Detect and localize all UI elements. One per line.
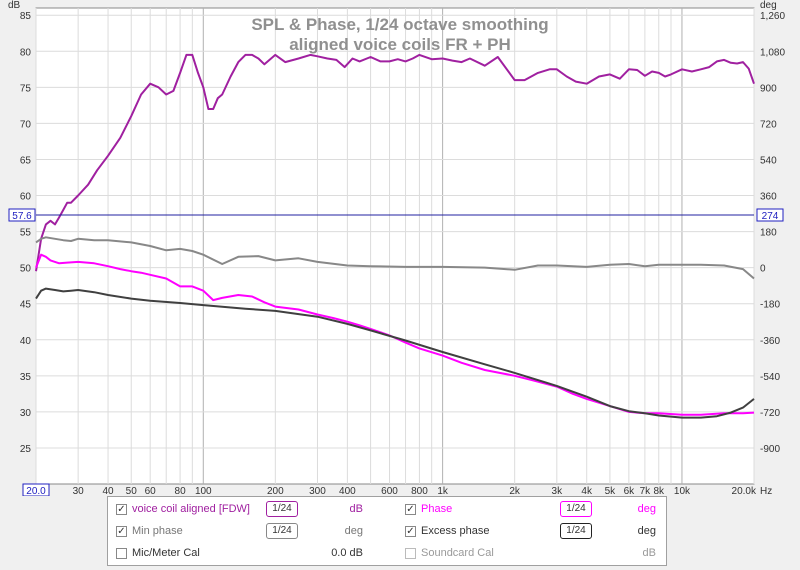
unit-excess-phase: deg [637, 525, 656, 537]
unit-voice-coil: dB [349, 503, 363, 515]
x-tick-label: 40 [102, 486, 114, 496]
series-min-phase [35, 236, 755, 280]
left-tick-label: 45 [20, 300, 32, 311]
right-axis-ticks: 1,260 1,080 900 720 540 360 180 0 -180 -360 -540 -7… [760, 11, 785, 455]
x-tick-label: 100 [195, 486, 212, 496]
left-tick-label: 25 [20, 444, 32, 455]
right-tick-label: -900 [760, 444, 780, 455]
left-tick-label: 40 [20, 336, 32, 347]
right-tick-label: 1,260 [760, 11, 785, 22]
left-tick-label: 35 [20, 372, 32, 383]
x-tick-label: 7k [640, 486, 652, 496]
x-tick-label: 3k [552, 486, 564, 496]
x-tick-label: 20.0 [26, 486, 46, 496]
cursor-deg-box [756, 208, 784, 222]
x-tick-label: 50 [126, 486, 138, 496]
checkbox-phase[interactable]: ✓ [405, 504, 416, 515]
legend-min-phase-label[interactable]: Min phase [132, 525, 183, 537]
legend-soundcard-cal-label[interactable]: Soundcard Cal [421, 547, 494, 559]
legend-row-1: ✓ voice coil aligned [FDW] 1/24 dB ✓ Pha… [108, 499, 666, 521]
chart-title: SPL & Phase, 1/24 octave smoothing [251, 15, 548, 34]
left-axis-unit: dB [8, 0, 21, 11]
spl-phase-chart: 85 80 75 70 65 60 55 50 45 40 35 30 25 1,260 1,080 900… [8, 0, 785, 496]
left-tick-label: 60 [20, 192, 32, 203]
x-tick-label: 20.0k [732, 486, 757, 496]
x-tick-label: 6k [624, 486, 636, 496]
smoothing-min-phase[interactable]: 1/24 [266, 523, 298, 539]
x-tick-label: 30 [73, 486, 85, 496]
left-axis-ticks: 85 80 75 70 65 60 55 50 45 40 35 30 25 [20, 11, 32, 455]
right-tick-label: -540 [760, 372, 780, 383]
checkbox-mic-cal[interactable] [116, 548, 127, 559]
legend-row-2: ✓ Min phase 1/24 deg ✓ Excess phase 1/24… [108, 521, 666, 543]
x-axis-unit: Hz [760, 486, 772, 496]
checkbox-voice-coil[interactable]: ✓ [116, 504, 127, 515]
x-tick-label: 60 [145, 486, 157, 496]
smoothing-phase[interactable]: 1/24 [560, 501, 592, 517]
right-tick-label: 540 [760, 155, 777, 166]
x-tick-label: 200 [267, 486, 284, 496]
series-excess-phase [35, 287, 755, 419]
series-voice-coil-aligned-fdw [35, 53, 755, 272]
legend-mic-cal-label[interactable]: Mic/Meter Cal [132, 547, 200, 559]
right-tick-label: -720 [760, 408, 780, 419]
legend-panel: ✓ voice coil aligned [FDW] 1/24 dB ✓ Pha… [107, 496, 667, 566]
unit-min-phase: deg [344, 525, 363, 537]
checkbox-soundcard-cal[interactable] [405, 548, 416, 559]
x-tick-label: 8k [653, 486, 665, 496]
right-tick-label: 360 [760, 192, 777, 203]
x-tick-label: 80 [175, 486, 187, 496]
x-tick-label: 1k [437, 486, 449, 496]
right-tick-label: 900 [760, 83, 777, 94]
left-tick-label: 85 [20, 11, 32, 22]
right-tick-label: -360 [760, 336, 780, 347]
left-tick-label: 70 [20, 119, 32, 130]
mic-cal-value: 0.0 dB [331, 547, 363, 559]
x-tick-label: 600 [381, 486, 398, 496]
smoothing-voice-coil[interactable]: 1/24 [266, 501, 298, 517]
checkbox-min-phase[interactable]: ✓ [116, 526, 127, 537]
x-tick-label: 400 [339, 486, 356, 496]
x-axis-ticks: 20.0 30 40 50 60 80 100 200 300 400 600 800 1k 2k 3k 4k… [22, 483, 757, 496]
right-tick-label: 1,080 [760, 47, 785, 58]
x-tick-label: 300 [309, 486, 326, 496]
unit-soundcard-cal: dB [642, 547, 656, 559]
left-tick-label: 30 [20, 408, 32, 419]
x-tick-label: 4k [581, 486, 593, 496]
x-tick-label: 10k [674, 486, 691, 496]
unit-phase: deg [637, 503, 656, 515]
right-tick-label: 720 [760, 119, 777, 130]
right-tick-label: 0 [760, 264, 766, 275]
right-axis-unit: deg [760, 0, 777, 11]
cursor-deg-label: 274 [762, 211, 779, 222]
chart-subtitle: aligned voice coils FR + PH [289, 35, 511, 54]
left-tick-label: 50 [20, 264, 32, 275]
legend-excess-phase-label[interactable]: Excess phase [421, 525, 490, 537]
curves [35, 53, 755, 419]
x-tick-label: 800 [411, 486, 428, 496]
left-tick-label: 65 [20, 155, 32, 166]
x-tick-label: 5k [605, 486, 617, 496]
right-tick-label: -180 [760, 300, 780, 311]
left-tick-label: 80 [20, 47, 32, 58]
left-tick-label: 75 [20, 83, 32, 94]
left-tick-label: 55 [20, 228, 32, 239]
x-tick-label: 2k [509, 486, 521, 496]
right-tick-label: 180 [760, 228, 777, 239]
legend-row-3: Mic/Meter Cal 0.0 dB Soundcard Cal dB [108, 543, 666, 565]
smoothing-excess-phase[interactable]: 1/24 [560, 523, 592, 539]
cursor-db-box [8, 208, 36, 222]
checkbox-excess-phase[interactable]: ✓ [405, 526, 416, 537]
x-start-box [22, 483, 50, 496]
legend-voice-coil-label[interactable]: voice coil aligned [FDW] [132, 503, 250, 515]
legend-phase-label[interactable]: Phase [421, 503, 453, 515]
cursor-db-label: 57.6 [12, 211, 32, 222]
